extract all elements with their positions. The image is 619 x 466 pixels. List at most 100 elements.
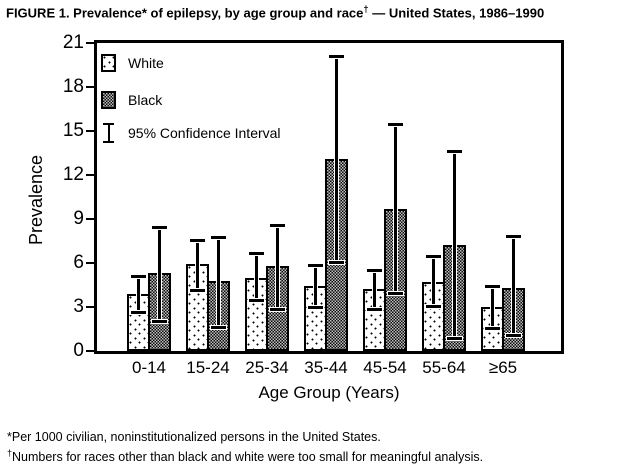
footnotes: *Per 1000 civilian, noninstitutionalized… (7, 429, 615, 465)
error-bar-white-35-44 (307, 263, 324, 310)
x-axis-title: Age Group (Years) (258, 383, 400, 402)
y-tick-label: 12 (62, 164, 84, 185)
error-bar-line (313, 265, 318, 308)
y-tick-mark (86, 350, 94, 352)
footnote-2: †Numbers for races other than black and … (7, 445, 615, 465)
error-bar-cap-top (130, 274, 147, 279)
footnote-1: *Per 1000 civilian, noninstitutionalized… (7, 429, 615, 445)
error-bar-cap-bottom (151, 319, 168, 324)
error-bar-cap-top (484, 284, 501, 289)
title-dagger: † (363, 4, 369, 14)
error-bar-line (254, 253, 259, 301)
error-bar-white-25-34 (248, 251, 265, 303)
error-bar-cap-bottom (130, 310, 147, 315)
figure-title: FIGURE 1. Prevalence* of epilepsy, by ag… (6, 4, 616, 20)
error-bar-black-0-14 (151, 225, 168, 324)
x-tick-labels: 0-14 15-24 25-34 35-44 45-54 55-64 ≥65 (97, 358, 561, 378)
error-bar-white-15-24 (189, 238, 206, 293)
y-tick-mark (86, 306, 94, 308)
error-bar-line (216, 237, 221, 328)
error-bar-cap-top (269, 223, 286, 228)
y-tick-label: 0 (73, 340, 84, 361)
error-bar-cap-top (505, 234, 522, 239)
y-tick-mark (86, 42, 94, 44)
white-series-swatch (101, 54, 116, 72)
y-tick-label: 3 (73, 296, 84, 317)
error-bar-cap-top (151, 225, 168, 230)
legend-label-white: White (128, 55, 164, 71)
error-bar-cap-bottom (387, 291, 404, 296)
legend-item-black: Black (101, 91, 162, 109)
y-tick-label: 15 (62, 120, 84, 141)
error-bar-black-15-24 (210, 235, 227, 330)
y-tick-mark (86, 218, 94, 220)
bar-black-45-54 (384, 209, 407, 351)
error-bar-cap-bottom (307, 305, 324, 310)
error-bar-cap-bottom (446, 336, 463, 341)
y-tick-label: 9 (73, 208, 84, 229)
plot-inner: White Black 95% Confidence Interval (97, 43, 561, 351)
error-bar-cap-bottom (484, 326, 501, 331)
error-bar-cap-top (366, 268, 383, 273)
error-bar-cap-top (425, 254, 442, 259)
error-bar-cap-bottom (269, 307, 286, 312)
error-bar-line (431, 256, 436, 307)
error-bar-cap-bottom (425, 304, 442, 309)
x-tick-label: 35-44 (304, 358, 348, 377)
legend-item-confidence-interval: 95% Confidence Interval (101, 123, 281, 143)
error-bar-line (334, 56, 339, 263)
error-bar-white-45-54 (366, 268, 383, 312)
error-bar-line (511, 236, 516, 336)
error-bar-line (275, 225, 280, 310)
footnote-2-text: Numbers for races other than black and w… (12, 450, 484, 465)
x-tick-label: 15-24 (186, 358, 230, 377)
error-bar-cap-top (307, 263, 324, 268)
legend-item-white: White (101, 54, 164, 72)
footnote-1-marker: * (7, 430, 12, 444)
error-bar-cap-bottom (189, 288, 206, 293)
y-tick-label: 21 (62, 32, 84, 53)
x-tick-label: 55-64 (422, 358, 466, 377)
error-bar-cap-top (248, 251, 265, 256)
error-bar-cap-bottom (366, 307, 383, 312)
error-bar-cap-bottom (328, 260, 345, 265)
x-tick-label: 0-14 (131, 358, 167, 377)
error-bar-line (372, 270, 377, 310)
error-bar-white-0-14 (130, 274, 147, 315)
figure-title-suffix: — United States, 1986–1990 (368, 5, 545, 21)
error-bar-white-≥65 (484, 284, 501, 331)
error-bar-cap-top (446, 149, 463, 154)
x-tick-label: 45-54 (363, 358, 407, 377)
legend-label-confidence-interval: 95% Confidence Interval (128, 125, 281, 141)
x-tick-label: 25-34 (245, 358, 289, 377)
error-bar-line (452, 151, 457, 339)
footnote-1-text: Per 1000 civilian, noninstitutionalized … (11, 430, 381, 444)
error-bar-line (195, 240, 200, 291)
y-tick-mark (86, 86, 94, 88)
error-bar-line (393, 124, 398, 294)
y-tick-label: 6 (73, 252, 84, 273)
y-tick-marks (86, 42, 94, 352)
error-bar-cap-bottom (210, 325, 227, 330)
error-bar-line (136, 276, 141, 313)
figure-title-text: FIGURE 1. Prevalence* of epilepsy, by ag… (6, 5, 364, 21)
error-bar-black-≥65 (505, 234, 522, 338)
error-bar-white-55-64 (425, 254, 442, 309)
error-bar-cap-top (189, 238, 206, 243)
y-tick-mark (86, 174, 94, 176)
confidence-interval-icon (103, 123, 114, 143)
y-tick-mark (86, 262, 94, 264)
error-bar-cap-top (210, 235, 227, 240)
plot-area: White Black 95% Confidence Interval (94, 40, 564, 354)
error-bar-black-35-44 (328, 54, 345, 265)
legend-label-black: Black (128, 92, 163, 108)
y-tick-labels: 0 3 6 9 12 15 18 21 (34, 32, 84, 361)
error-bar-black-45-54 (387, 122, 404, 296)
error-bar-black-25-34 (269, 223, 286, 312)
x-tick-label: ≥65 (488, 358, 518, 377)
black-series-swatch (101, 91, 116, 109)
error-bar-cap-bottom (505, 333, 522, 338)
error-bar-cap-top (387, 122, 404, 127)
y-tick-mark (86, 130, 94, 132)
